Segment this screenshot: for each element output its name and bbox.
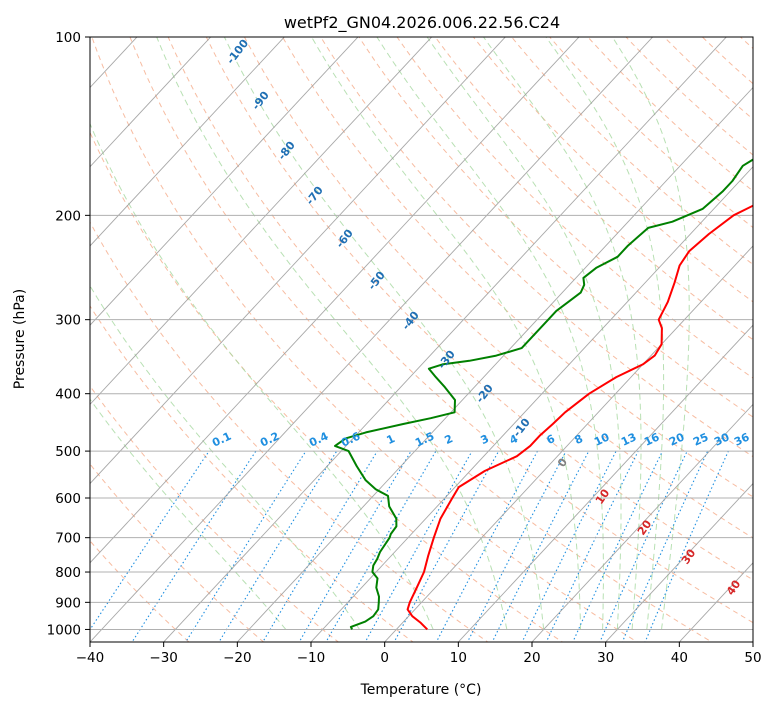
y-tick-label: 900 [55, 595, 81, 611]
dry-adiabat [434, 37, 753, 341]
mixing-ratio-line [644, 450, 729, 642]
moist-adiabat [545, 37, 665, 630]
dry-adiabat [243, 37, 753, 539]
mixing-ratio-line [393, 450, 500, 642]
y-tick-label: 700 [55, 531, 81, 547]
moist-adiabat [90, 398, 287, 630]
moist-adiabat [223, 37, 545, 630]
mixing-ratio-line [545, 450, 639, 642]
mixing-ratio-line [491, 450, 590, 642]
isotherm [163, 37, 727, 642]
isotherm [531, 403, 753, 642]
dry-adiabat [90, 385, 340, 642]
dry-adiabat [90, 463, 265, 642]
dry-adiabat [91, 37, 639, 642]
x-tick-label: −30 [149, 650, 178, 666]
x-axis-label: Temperature (°C) [360, 682, 482, 698]
background-lines [90, 37, 753, 642]
isotherm [236, 86, 753, 642]
isotherm [384, 245, 753, 642]
x-tick-label: 50 [744, 650, 761, 666]
mixing-ratio-line [262, 450, 378, 642]
x-tick-label: 10 [450, 650, 467, 666]
isotherm [90, 37, 580, 564]
mixing-ratio-line [521, 450, 617, 642]
y-tick-label: 800 [55, 565, 81, 581]
x-tick-label: 40 [671, 650, 688, 666]
x-tick-label: 0 [380, 650, 389, 666]
mixing-ratio-line [621, 450, 709, 642]
mixing-ratio-label: 13 [619, 430, 638, 448]
moist-adiabat [156, 37, 508, 630]
moist-adiabat [611, 37, 690, 630]
x-tick-label: 20 [523, 650, 540, 666]
isotherm [90, 37, 506, 485]
y-tick-label: 200 [55, 208, 81, 224]
moist-adiabat [483, 37, 642, 630]
dry-adiabat [396, 37, 753, 379]
y-tick-label: 500 [55, 444, 81, 460]
moist-adiabat [90, 122, 434, 630]
dry-adiabat [625, 37, 753, 156]
sounding-line [334, 158, 753, 630]
mixing-ratio-label: 16 [642, 430, 662, 448]
mixing-ratio-line [325, 450, 437, 642]
mixing-ratio-line [599, 450, 688, 642]
plot-frame [89, 36, 754, 643]
moist-adiabat [90, 284, 360, 630]
sounding-line [406, 204, 753, 631]
isotherm [90, 37, 359, 326]
dry-adiabat [587, 37, 753, 192]
y-axis-label: Pressure (hPa) [12, 289, 28, 389]
x-tick-label: 30 [597, 650, 614, 666]
mixing-ratio-label: 20 [667, 430, 687, 448]
mixing-ratio-label: 30 [712, 430, 732, 448]
mixing-ratio-label: 10 [592, 430, 612, 448]
dry-adiabat [205, 37, 753, 581]
moist-adiabat [311, 37, 581, 630]
mixing-ratio-label: 36 [732, 430, 752, 448]
mixing-ratio-line [572, 450, 663, 642]
mixing-ratio-label: 25 [691, 430, 710, 448]
mixing-ratio-line [298, 450, 412, 642]
mixing-ratio-line [364, 450, 473, 642]
y-tick-label: 100 [55, 30, 81, 46]
isotherm [90, 37, 433, 406]
y-tick-label: 400 [55, 387, 81, 403]
x-tick-label: −20 [223, 650, 252, 666]
dry-adiabat [358, 37, 753, 418]
isotherm [90, 37, 285, 247]
axes: −40 −30 −20 −10 0 10 20 30 40 50 100 200 300 400 500 60… [47, 30, 762, 666]
isotherm [90, 37, 654, 642]
x-tick-label: −10 [297, 650, 326, 666]
y-tick-label: 600 [55, 491, 81, 507]
dry-adiabat [167, 37, 753, 624]
isotherm [457, 324, 753, 642]
mixing-ratio-line [131, 450, 257, 642]
moist-adiabat [376, 37, 604, 630]
mixing-ratio-line [90, 450, 210, 631]
x-tick-label: −40 [76, 650, 105, 666]
sounding-series [334, 158, 753, 631]
dry-adiabat [320, 37, 753, 458]
isotherm [605, 482, 753, 642]
chart-title: wetPf2_GN04.2026.006.22.56.C24 [284, 13, 560, 33]
y-tick-label: 1000 [47, 622, 81, 638]
moist-adiabat [426, 37, 622, 630]
isotherm [90, 37, 212, 168]
y-tick-label: 300 [55, 313, 81, 329]
dry-adiabat [129, 37, 713, 642]
isotherm [310, 166, 753, 642]
dry-adiabat [282, 37, 753, 498]
